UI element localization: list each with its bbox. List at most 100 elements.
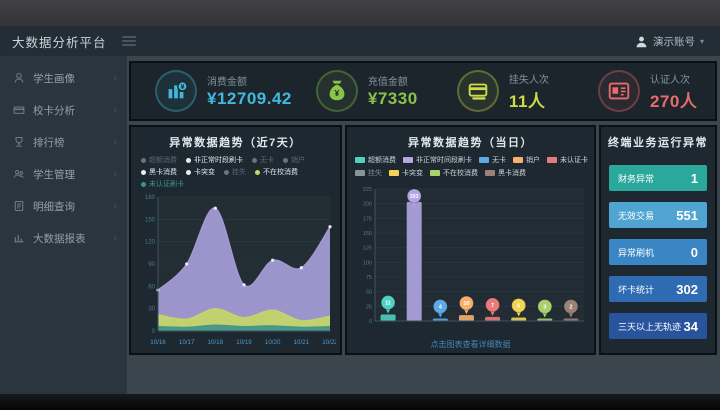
panel-terminal-anomalies: 终端业务运行异常 财务异常 1 无效交易 551 异常刷机 0 坏卡统计 302 三天以上无轨迹… bbox=[599, 125, 717, 355]
kpi-value: ¥7330 bbox=[367, 89, 418, 108]
kpi-card-3: 挂失人次 11人 bbox=[433, 70, 574, 112]
kpi-label: 认证人次 bbox=[649, 74, 690, 86]
card-analysis-icon bbox=[13, 106, 25, 114]
user-icon bbox=[636, 36, 647, 47]
anomaly-row-2: 无效交易 551 bbox=[609, 202, 707, 228]
panel-title-weekly: 异常数据趋势（近7天） bbox=[169, 137, 302, 149]
legend-swatch-icon bbox=[479, 157, 489, 163]
legend-dot-icon bbox=[255, 169, 260, 175]
anomaly-row-3: 异常刷机 0 bbox=[609, 239, 707, 265]
legend-item[interactable]: 黑卡消费 bbox=[485, 168, 526, 178]
legend-item[interactable]: 挂失 bbox=[224, 167, 246, 177]
legend-item[interactable]: 超额消费 bbox=[355, 155, 396, 165]
kpi-value: ¥12709.42 bbox=[207, 89, 292, 108]
legend-item[interactable]: 卡突变 bbox=[186, 167, 215, 177]
app-title: 大数据分析平台 bbox=[12, 35, 107, 50]
legend-item[interactable]: 不在校消费 bbox=[430, 168, 478, 178]
legend-label: 挂失 bbox=[368, 170, 382, 177]
legend-label: 超额消费 bbox=[368, 157, 396, 164]
legend-label: 非正常时间段刷卡 bbox=[416, 157, 472, 164]
sidebar-item-1[interactable]: 学生画像 › bbox=[0, 62, 127, 94]
sidebar-item-4[interactable]: 学生管理 › bbox=[0, 158, 127, 190]
legend-label: 非正常时段刷卡 bbox=[194, 157, 243, 164]
detail-query-icon bbox=[14, 200, 24, 212]
svg-text:150: 150 bbox=[145, 217, 156, 223]
legend-item[interactable]: 不在校消费 bbox=[255, 167, 298, 177]
legend-item[interactable]: 未认证卡 bbox=[547, 155, 588, 165]
daily-legend: 超额消费 非正常时间段刷卡 无卡 销户 未认证卡挂失 卡突变 不在校消费 黑卡消费 bbox=[347, 154, 594, 178]
chart-caption-link[interactable]: 点击图表查看详细数据 bbox=[430, 340, 511, 349]
panel-daily-trend: 异常数据趋势（当日） 超额消费 非正常时间段刷卡 无卡 销户 未认证卡 挂失 卡突变 不在校消… bbox=[345, 125, 596, 355]
svg-text:30: 30 bbox=[148, 307, 155, 313]
main-area: 学生画像 › 校卡分析 › 排行榜 › 学生管理 › 明细查询 › 大数据报表 › ¥ 消费金额 ¥127… bbox=[0, 56, 720, 394]
legend-label: 不在校消费 bbox=[263, 169, 298, 176]
legend-item[interactable]: 非正常时段刷卡 bbox=[186, 155, 243, 165]
money-bag-icon: ¥ bbox=[315, 70, 358, 112]
legend-item[interactable]: 黑卡消费 bbox=[141, 167, 177, 177]
terminal-anomaly-list: 财务异常 1 无效交易 551 异常刷机 0 坏卡统计 302 三天以上无轨迹 34 bbox=[601, 165, 715, 339]
kpi-card-2: ¥ 充值金额 ¥7330 bbox=[292, 70, 433, 112]
svg-text:10/21: 10/21 bbox=[294, 339, 310, 346]
svg-text:90: 90 bbox=[148, 262, 155, 268]
legend-swatch-icon bbox=[513, 157, 523, 163]
legend-item[interactable]: 挂失 bbox=[355, 168, 382, 178]
kpi-card-4: 认证人次 270人 bbox=[574, 70, 715, 112]
legend-item[interactable]: 超额消费 bbox=[141, 155, 177, 165]
legend-label: 未认证卡 bbox=[560, 157, 588, 164]
student-portrait-icon bbox=[14, 72, 24, 83]
legend-swatch-icon bbox=[485, 170, 495, 176]
sidebar-item-label: 校卡分析 bbox=[33, 104, 75, 117]
report-icon bbox=[14, 235, 24, 243]
kpi-label: 消费金额 bbox=[207, 77, 247, 88]
svg-text:11: 11 bbox=[385, 301, 391, 307]
legend-label: 黑卡消费 bbox=[149, 169, 177, 176]
legend-dot-icon bbox=[283, 157, 288, 163]
legend-swatch-icon bbox=[547, 157, 557, 163]
anomaly-value: 34 bbox=[683, 318, 698, 334]
legend-label: 超额消费 bbox=[149, 157, 177, 164]
hamburger-icon[interactable] bbox=[122, 36, 136, 46]
svg-text:75: 75 bbox=[366, 275, 372, 281]
photo-margin-top bbox=[0, 0, 720, 26]
sidebar-item-5[interactable]: 明细查询 › bbox=[0, 190, 127, 222]
legend-swatch-icon bbox=[403, 157, 413, 163]
legend-item[interactable]: 销户 bbox=[283, 155, 305, 165]
svg-text:10/17: 10/17 bbox=[179, 339, 195, 346]
legend-item[interactable]: 卡突变 bbox=[389, 168, 423, 178]
anomaly-value: 1 bbox=[690, 170, 698, 186]
legend-label: 未认证刷卡 bbox=[149, 181, 184, 188]
svg-text:10/22: 10/22 bbox=[322, 339, 336, 346]
legend-dot-icon bbox=[141, 169, 146, 175]
anomaly-value: 0 bbox=[690, 244, 698, 260]
sidebar-item-6[interactable]: 大数据报表 › bbox=[0, 222, 127, 254]
svg-text:2: 2 bbox=[569, 305, 572, 311]
chevron-right-icon: › bbox=[113, 104, 117, 116]
legend-item[interactable]: 无卡 bbox=[252, 155, 274, 165]
sidebar-item-2[interactable]: 校卡分析 › bbox=[0, 94, 127, 126]
svg-text:10/18: 10/18 bbox=[208, 339, 224, 346]
svg-text:10/16: 10/16 bbox=[150, 339, 166, 346]
legend-item[interactable]: 非正常时间段刷卡 bbox=[403, 155, 472, 165]
student-manage-icon bbox=[14, 169, 24, 178]
legend-label: 卡突变 bbox=[402, 170, 423, 177]
legend-item[interactable]: 无卡 bbox=[479, 155, 506, 165]
svg-text:25: 25 bbox=[366, 304, 372, 310]
sidebar-item-label: 学生画像 bbox=[33, 72, 75, 85]
top-navbar: 大数据分析平台 演示账号 ▾ bbox=[0, 26, 720, 56]
weekly-legend: 超额消费 非正常时段刷卡 无卡 销户黑卡消费 卡突变 挂失 不在校消费未认证刷卡 bbox=[131, 154, 340, 189]
weekly-area-chart[interactable]: 0 30 60 90 120 150 180 10/16 10/17 10/18 10/19 10/2… bbox=[131, 191, 338, 355]
svg-text:150: 150 bbox=[363, 231, 372, 237]
legend-dot-icon bbox=[186, 157, 191, 163]
svg-text:0: 0 bbox=[152, 329, 156, 335]
charts-row: 异常数据趋势（近7天） 超额消费 非正常时段刷卡 无卡 销户 黑卡消费 卡突变 挂失 不在校消… bbox=[129, 125, 717, 355]
legend-item[interactable]: 未认证刷卡 bbox=[141, 179, 184, 189]
svg-text:225: 225 bbox=[363, 187, 372, 193]
user-menu[interactable]: 演示账号 ▾ bbox=[635, 34, 720, 49]
legend-label: 销户 bbox=[291, 157, 305, 164]
anomaly-label: 财务异常 bbox=[618, 173, 655, 184]
sidebar-item-3[interactable]: 排行榜 › bbox=[0, 126, 127, 158]
daily-bar-chart[interactable]: 0 25 50 75 100 125 150 175 200 225 11 203 4 10 7 6 3 2 bbox=[347, 181, 590, 333]
kpi-strip: ¥ 消费金额 ¥12709.42 ¥ 充值金额 ¥7330 挂失人次 11人 认证人次 270人 bbox=[129, 61, 717, 121]
svg-text:175: 175 bbox=[363, 216, 372, 222]
legend-item[interactable]: 销户 bbox=[513, 155, 540, 165]
